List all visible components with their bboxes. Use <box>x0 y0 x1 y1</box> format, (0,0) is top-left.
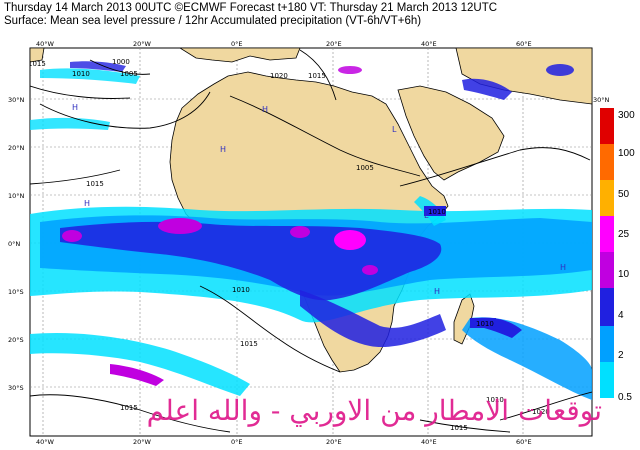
isobar-label: 1005 <box>120 70 138 78</box>
lat-label-left: 20°N <box>8 144 25 152</box>
isobar-label: 1015 <box>240 340 258 348</box>
colorbar-segment <box>600 144 614 180</box>
colorbar-segment <box>600 216 614 252</box>
isobar-label: 1015 <box>308 72 326 80</box>
isobar-label: 1015 <box>120 404 138 412</box>
colorbar-label: 25 <box>618 229 630 240</box>
arabic-watermark: توقعات الامطار من الاوربي - والله اعلم <box>146 394 602 427</box>
lon-label-bottom: 0°E <box>231 438 243 446</box>
lon-label-top: 20°W <box>133 40 152 48</box>
isobar-label: 1010 <box>72 70 90 78</box>
colorbar-segment <box>600 326 614 362</box>
colorbar-label: 100 <box>618 148 635 159</box>
lon-label-bottom: 40°W <box>36 438 55 446</box>
isobar-label: 1020 <box>532 408 550 416</box>
colorbar-segment <box>600 108 614 144</box>
isobar-label: 1010 <box>476 320 494 328</box>
isobars <box>30 49 592 433</box>
colorbar-label: 300 <box>618 110 635 121</box>
lon-label-bottom: 20°E <box>326 438 342 446</box>
low-pressure-marker: L <box>392 125 397 134</box>
isobar-label: 1005 <box>356 164 374 172</box>
isobar-label: 1010 <box>428 208 446 216</box>
high-pressure-marker: H <box>262 105 268 114</box>
lon-label-bottom: 40°E <box>421 438 437 446</box>
map-header: Thursday 14 March 2013 00UTC ©ECMWF Fore… <box>4 2 624 28</box>
high-pressure-marker: H <box>72 103 78 112</box>
pressure-center-group: H H H H H H L L <box>72 103 566 296</box>
lon-label-top: 60°E <box>516 40 532 48</box>
colorbar-label: 2 <box>618 350 624 361</box>
high-pressure-marker: H <box>434 287 440 296</box>
colorbar-segment <box>600 252 614 288</box>
lon-label-bottom: 20°W <box>133 438 152 446</box>
high-pressure-marker: H <box>84 199 90 208</box>
lat-label-left: 20°S <box>8 336 24 344</box>
colorbar-label: 0.5 <box>618 392 632 403</box>
colorbar-segment <box>600 288 614 326</box>
lon-label-top: 40°W <box>36 40 55 48</box>
isobar-label: 1015 <box>28 60 46 68</box>
lat-label-left: 30°N <box>8 96 25 104</box>
lon-label-bottom: 60°E <box>516 438 532 446</box>
isobar-label: 1010 <box>486 396 504 404</box>
low-pressure-marker: L <box>424 211 429 220</box>
header-line-1: Thursday 14 March 2013 00UTC ©ECMWF Fore… <box>4 2 498 14</box>
longitude-labels: 40°W 20°W 0°E 20°E 40°E 60°E 40°W 20°W 0… <box>36 40 532 446</box>
isobar-label: 1010 <box>232 286 250 294</box>
lon-label-top: 40°E <box>421 40 437 48</box>
lon-label-top: 0°E <box>231 40 243 48</box>
lat-label-left: 30°S <box>8 384 24 392</box>
colorbar-label: 4 <box>618 310 624 321</box>
lat-label-right: 30°N <box>593 96 610 104</box>
high-pressure-marker: H <box>220 145 226 154</box>
colorbar-segment <box>600 180 614 216</box>
high-pressure-marker: H <box>560 263 566 272</box>
lat-label-left: 10°N <box>8 192 25 200</box>
isobar-label: 1020 <box>270 72 288 80</box>
isobar-label-group: 1015 1010 1000 1005 1020 1015 1015 1005 … <box>28 58 550 432</box>
lat-label-left: 10°S <box>8 288 24 296</box>
colorbar-label: 50 <box>618 189 630 200</box>
isobar-label: 1015 <box>450 424 468 432</box>
colorbar-label: 10 <box>618 269 630 280</box>
precipitation-colorbar <box>600 108 614 398</box>
lon-label-top: 20°E <box>326 40 342 48</box>
latitude-labels: 30°N 20°N 10°N 0°N 10°S 20°S 30°S 30°N <box>8 96 610 392</box>
colorbar-segment <box>600 362 614 398</box>
header-line-2: Surface: Mean sea level pressure / 12hr … <box>4 15 422 27</box>
isobar-label: 1015 <box>86 180 104 188</box>
precipitation-field <box>30 61 592 400</box>
isobar-label: 1000 <box>112 58 130 66</box>
lat-label-left: 0°N <box>8 240 20 248</box>
